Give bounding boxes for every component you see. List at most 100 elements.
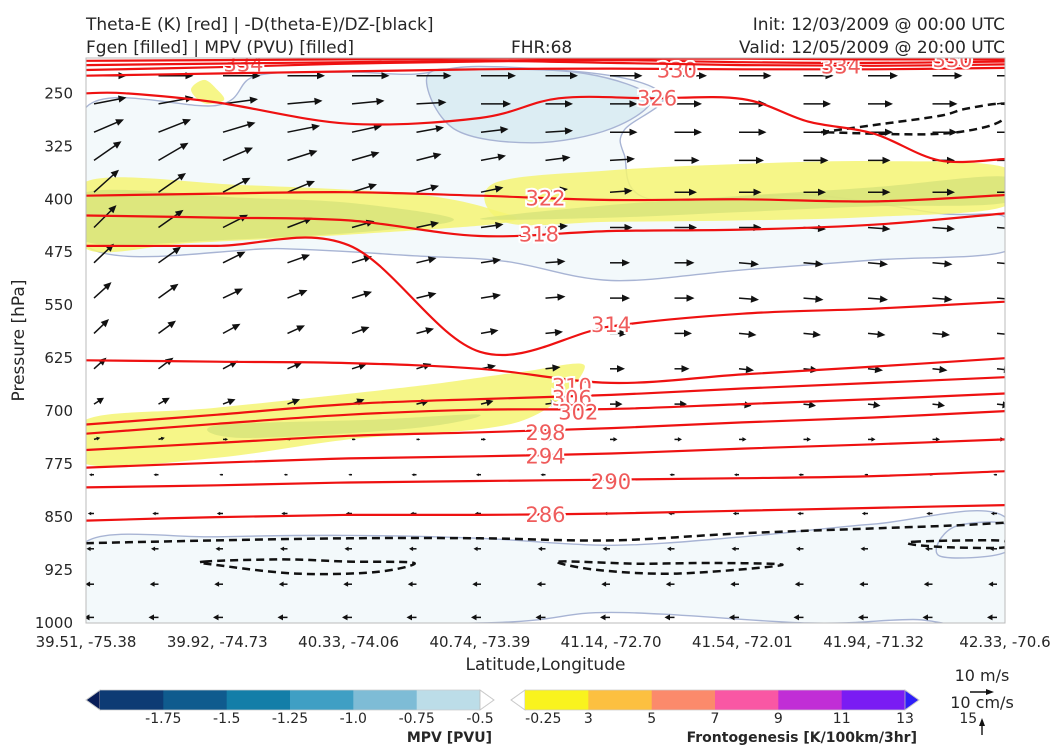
wind-vector — [997, 74, 1005, 77]
wind-vector-head — [882, 224, 891, 233]
x-tick-label: 41.14, -72.70 — [561, 633, 662, 651]
theta-e-contour-322 — [86, 191, 1005, 203]
wind-vector-head — [1012, 189, 1020, 196]
wind-vector-head — [667, 546, 672, 552]
wind-vector-shaft — [416, 186, 434, 193]
wind-vector-head — [406, 614, 412, 621]
wind-vector — [351, 326, 370, 335]
wind-vector-head — [301, 254, 310, 261]
wind-vector — [732, 511, 739, 516]
wind-vector-head — [427, 291, 437, 299]
fgen-colorbar-tick: 15 — [959, 711, 977, 727]
wind-vector — [411, 473, 417, 477]
wind-vector-head — [219, 473, 222, 476]
wind-vector-head — [536, 581, 542, 587]
y-tick-label: 625 — [44, 349, 73, 367]
mpv-colorbar-tick: -1.0 — [340, 711, 367, 727]
wind-vector-head — [600, 614, 606, 621]
mpv-colorbar: -1.75 -1.5 -1.25 -1.0 -0.75 -0.5 -0.25 MPV [PVU… — [85, 689, 561, 746]
mpv-colorbar-segment — [416, 690, 481, 710]
mpv-colorbar-segment — [290, 690, 354, 710]
wind-vector-shaft — [351, 185, 372, 193]
wind-vector — [416, 256, 437, 264]
wind-vector-shaft — [93, 208, 114, 229]
fgen-colorbar-segment — [778, 690, 843, 710]
wind-vector — [932, 401, 945, 409]
x-tick-label: 39.92, -74.73 — [167, 633, 268, 651]
wind-vector — [610, 329, 628, 337]
wind-vector — [287, 149, 318, 162]
wind-vector-head — [179, 142, 189, 150]
wind-vector — [739, 437, 747, 442]
theta-e-label-286: 286 — [525, 503, 565, 527]
wind-vector-head — [100, 319, 109, 328]
wind-vector-head — [947, 188, 955, 196]
theta-e-label-306: 306 — [552, 386, 592, 410]
wind-vector-head — [411, 473, 415, 477]
wind-vector-head — [988, 581, 994, 587]
wind-vector-head — [926, 511, 930, 516]
wind-vector-head — [231, 323, 241, 331]
wind-vector-head — [225, 437, 228, 441]
wind-vector-shaft — [803, 297, 818, 301]
wind-vector-head — [177, 173, 186, 181]
wind-vector-head — [483, 437, 486, 441]
wind-vector-head — [86, 546, 91, 552]
wind-vector-head — [153, 473, 157, 477]
wind-vector-head — [283, 473, 286, 476]
wind-vector — [996, 332, 1005, 335]
wind-vector — [739, 188, 762, 196]
valid-time: Valid: 12/05/2009 @ 20:00 UTC — [739, 38, 1005, 58]
wind-vector-head — [278, 581, 284, 587]
wind-vector — [281, 511, 288, 516]
fgen-colorbar-segment — [588, 690, 653, 710]
theta-e-contour-306 — [86, 376, 1005, 426]
wind-vector — [664, 614, 675, 621]
wind-vector-shaft — [158, 212, 180, 229]
wind-vector — [93, 357, 107, 370]
wind-vector-head — [89, 473, 92, 477]
wind-vector-head — [557, 258, 566, 266]
wind-vector-head — [344, 546, 349, 552]
wind-vector-shaft — [416, 154, 437, 162]
wind-vector-head — [615, 400, 623, 408]
wind-vector-head — [103, 282, 112, 291]
wind-vector — [996, 401, 1005, 409]
wind-vector-head — [617, 365, 625, 373]
wind-vector-head — [1009, 260, 1017, 267]
wind-vector-shaft — [93, 120, 120, 133]
wind-vector — [926, 511, 933, 516]
wind-vector-head — [277, 614, 283, 621]
mpv-colorbar-segment — [100, 690, 164, 710]
wind-vector — [148, 614, 159, 621]
wind-vector — [342, 614, 352, 621]
wind-vector — [93, 141, 122, 162]
wind-vector-head — [112, 141, 122, 149]
wind-vector — [222, 398, 236, 406]
wind-vector-head — [815, 295, 824, 303]
wind-vector-shaft — [416, 223, 434, 229]
wind-vector-head — [503, 100, 511, 108]
wind-vector-head — [353, 438, 356, 441]
wind-vector — [158, 209, 184, 229]
wind-vector-shaft — [287, 151, 313, 162]
wind-vector — [545, 100, 573, 108]
wind-vector-shaft — [351, 292, 367, 299]
wind-vector-head — [602, 546, 607, 552]
wind-vector-shaft — [545, 189, 563, 193]
dthetae-dz-contour-2 — [556, 560, 784, 576]
wind-vector-head — [485, 399, 494, 407]
x-tick-label: 42.33, -70.6 — [959, 633, 1050, 651]
wind-vector — [602, 546, 610, 552]
wind-vector — [280, 546, 288, 552]
x-tick-label: 41.54, -72.01 — [692, 633, 793, 651]
wind-vector-head — [634, 72, 643, 80]
wind-vector — [610, 365, 625, 373]
wind-vector — [416, 72, 452, 80]
wind-vector-head — [923, 581, 929, 587]
wind-vector — [352, 438, 356, 441]
wind-vector — [287, 72, 325, 80]
wind-vector — [93, 169, 119, 193]
wind-vector — [471, 614, 481, 621]
